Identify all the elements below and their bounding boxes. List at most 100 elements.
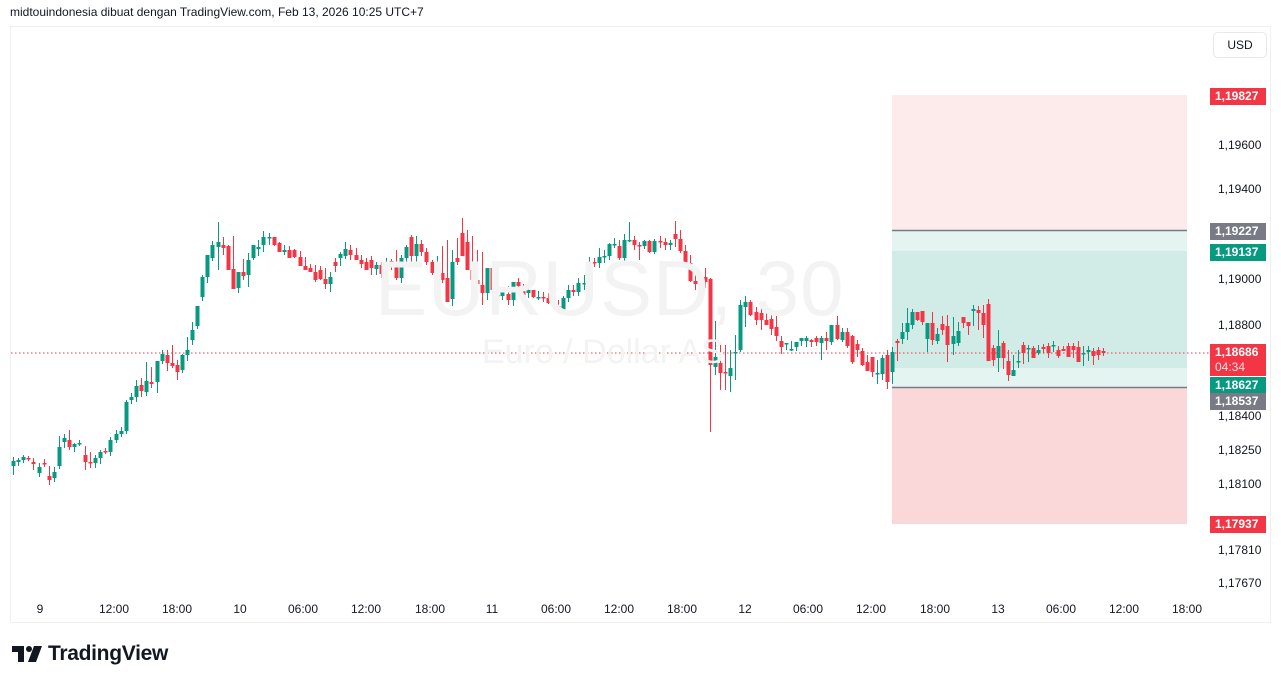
candle <box>789 341 794 351</box>
candle <box>359 255 364 268</box>
candle <box>693 270 698 290</box>
candle <box>354 248 359 260</box>
candle <box>587 257 592 285</box>
candle <box>26 456 31 461</box>
candle <box>612 238 617 248</box>
candle <box>103 448 108 454</box>
candle <box>308 264 313 272</box>
watermark-description: Euro / Dollar AS <box>482 333 724 371</box>
candle <box>460 218 465 256</box>
candle <box>251 245 256 260</box>
logo-text: TradingView <box>48 642 169 665</box>
candle <box>52 467 57 482</box>
candle <box>124 400 129 434</box>
candle <box>277 242 282 252</box>
candle <box>743 296 748 327</box>
candle <box>369 256 374 275</box>
price-tick: 1,18250 <box>1218 443 1262 457</box>
candle <box>940 316 945 335</box>
price-tick: 1,17670 <box>1218 576 1262 590</box>
candle <box>920 311 925 325</box>
candle <box>379 262 384 278</box>
upper-stop-zone <box>892 95 1187 230</box>
candle <box>149 367 154 388</box>
candle <box>261 231 266 252</box>
candle <box>1006 350 1011 381</box>
candle <box>647 240 652 253</box>
candle <box>774 316 779 341</box>
candle <box>658 236 663 248</box>
candle <box>642 240 647 249</box>
candle <box>333 258 338 272</box>
price-tick: 1,18400 <box>1218 409 1262 423</box>
candle <box>11 457 16 475</box>
candle <box>1096 347 1101 360</box>
candle <box>226 245 231 270</box>
time-tick: 11 <box>485 602 499 616</box>
candle <box>890 347 895 384</box>
candle <box>652 239 657 254</box>
candle <box>500 290 505 300</box>
candle <box>819 336 824 360</box>
time-tick: 06:00 <box>1045 602 1077 616</box>
upper-entry-label: 1,19227 <box>1210 223 1266 240</box>
candle <box>713 321 718 375</box>
currency-button[interactable]: USD <box>1213 32 1267 58</box>
tradingview-logo[interactable]: TradingView <box>12 642 168 666</box>
candle <box>840 328 845 342</box>
take-profit-label: 1,19827 <box>1210 88 1266 105</box>
candle <box>1016 350 1021 368</box>
candle <box>47 466 52 485</box>
lower-target-label: 1,18627 <box>1210 377 1266 394</box>
candle <box>200 275 205 301</box>
candle <box>506 286 511 305</box>
candle <box>134 380 139 402</box>
price-tick: 1,19600 <box>1218 138 1262 152</box>
candle <box>287 246 292 258</box>
candle <box>440 246 445 283</box>
candle <box>875 360 880 384</box>
candle <box>328 272 333 292</box>
candle <box>870 357 875 377</box>
candle <box>108 437 113 456</box>
candle <box>338 252 343 266</box>
candle <box>67 430 72 450</box>
candle <box>185 337 190 361</box>
candle <box>723 345 728 390</box>
candle <box>364 258 369 270</box>
candle <box>996 330 1001 372</box>
time-tick: 13 <box>991 602 1005 616</box>
candle <box>246 253 251 287</box>
candle <box>323 268 328 289</box>
chart-header: midtouindonesia dibuat dengan TradingVie… <box>10 5 424 19</box>
candle <box>607 243 612 260</box>
candle <box>981 305 986 338</box>
candle <box>170 345 175 368</box>
candle <box>1061 346 1066 351</box>
candle <box>409 235 414 262</box>
candle <box>1071 343 1076 358</box>
candle <box>399 255 404 283</box>
candle <box>779 336 784 354</box>
price-tick: 1,19000 <box>1218 272 1262 286</box>
candle <box>991 345 996 366</box>
candle <box>1086 346 1091 361</box>
price-tick: 1,17810 <box>1218 543 1262 557</box>
candle <box>910 309 915 329</box>
candle <box>1091 348 1096 365</box>
candle <box>216 222 221 270</box>
candle <box>935 328 940 344</box>
time-tick: 06:00 <box>287 602 319 616</box>
candle <box>678 230 683 253</box>
candle <box>971 305 976 326</box>
candle <box>526 287 531 298</box>
candle <box>241 259 246 280</box>
time-tick: 10 <box>233 602 247 616</box>
candle <box>430 260 435 275</box>
candle <box>160 350 165 364</box>
candle <box>313 265 318 282</box>
candle <box>318 266 323 280</box>
candle <box>663 238 668 250</box>
candle <box>925 323 930 352</box>
